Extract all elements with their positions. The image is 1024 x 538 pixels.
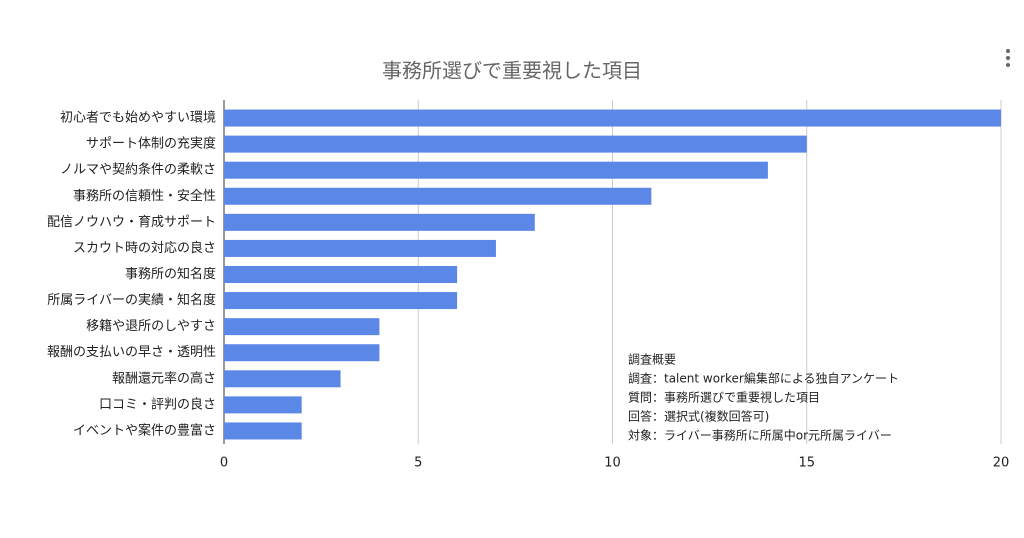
y-tick-label: 口コミ・評判の良さ bbox=[99, 396, 216, 412]
annotation: 回答：選択式(複数回答可) bbox=[628, 409, 769, 424]
menu-dot bbox=[1006, 63, 1010, 67]
y-tick-label: 事務所の知名度 bbox=[125, 266, 216, 282]
chart-title: 事務所選びで重要視した項目 bbox=[382, 59, 642, 83]
bar bbox=[224, 161, 768, 179]
x-tick-label: 5 bbox=[414, 456, 422, 471]
y-tick-label: 報酬還元率の高さ bbox=[112, 370, 216, 386]
y-tick-label: スカウト時の対応の良さ bbox=[73, 240, 216, 256]
x-tick-label: 15 bbox=[798, 456, 815, 471]
y-tick-label: サポート体制の充実度 bbox=[86, 136, 216, 152]
y-tick-label: 初心者でも始めやすい環境 bbox=[60, 111, 216, 126]
y-tick-label: 報酬の支払いの早さ・透明性 bbox=[47, 345, 216, 360]
bar bbox=[224, 109, 1001, 127]
y-tick-label: 所属ライバーの実績・知名度 bbox=[47, 292, 216, 308]
bar bbox=[224, 422, 302, 440]
bar bbox=[224, 239, 496, 257]
bar bbox=[224, 135, 807, 153]
annotation: 調査概要 bbox=[628, 353, 676, 367]
menu-dot bbox=[1006, 56, 1010, 60]
bar bbox=[224, 213, 535, 231]
annotation: 質問：事務所選びで重要視した項目 bbox=[628, 390, 820, 405]
bar bbox=[224, 292, 458, 310]
menu-icon[interactable] bbox=[1006, 49, 1010, 67]
bar bbox=[224, 370, 341, 388]
y-tick-label: 配信ノウハウ・育成サポート bbox=[47, 214, 216, 230]
y-tick-label: ノルマや契約条件の柔軟さ bbox=[60, 162, 216, 178]
annotation: 調査：talent worker編集部による独自アンケート bbox=[628, 371, 899, 386]
x-tick-label: 20 bbox=[993, 456, 1010, 471]
bar bbox=[224, 187, 652, 205]
bar bbox=[224, 318, 380, 336]
annotation: 対象：ライバー事務所に所属中or元所属ライバー bbox=[628, 428, 892, 443]
x-tick-label: 0 bbox=[220, 456, 228, 471]
bar bbox=[224, 344, 380, 362]
y-tick-label: 移籍や退所のしやすさ bbox=[86, 318, 216, 334]
y-tick-label: 事務所の信頼性・安全性 bbox=[73, 188, 216, 204]
bar bbox=[224, 396, 302, 414]
bar bbox=[224, 266, 458, 283]
y-tick-label: イベントや案件の豊富さ bbox=[73, 422, 216, 438]
menu-dot bbox=[1006, 49, 1010, 53]
x-tick-label: 10 bbox=[604, 456, 621, 471]
